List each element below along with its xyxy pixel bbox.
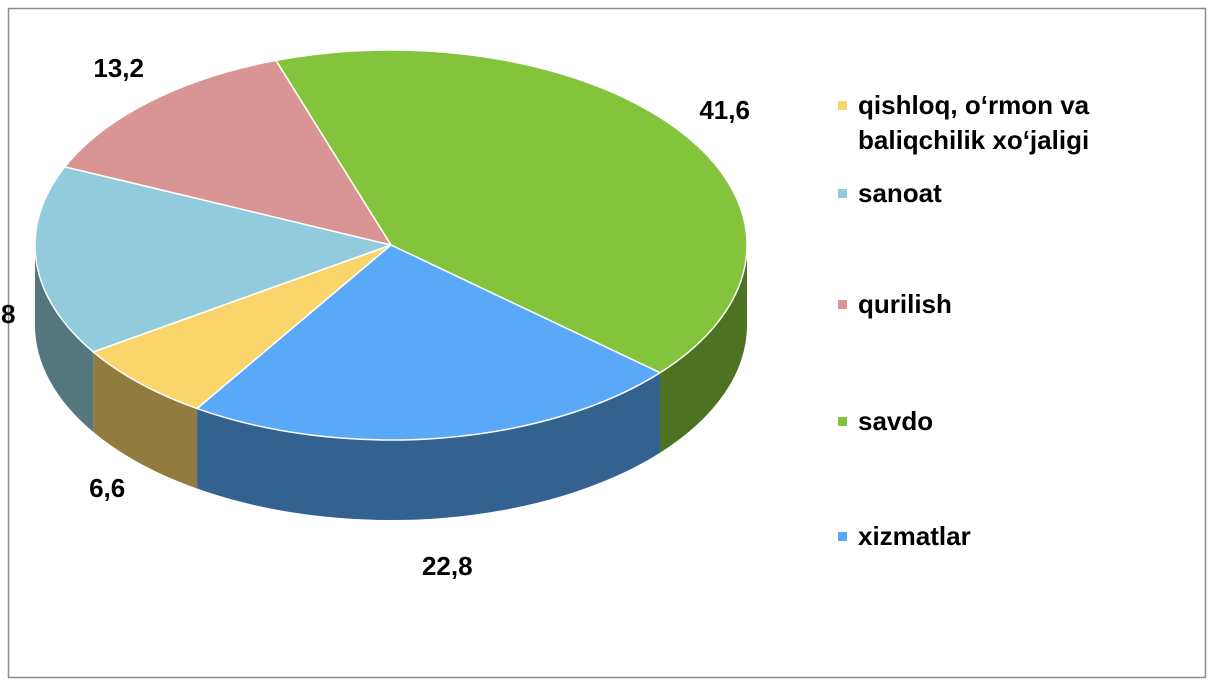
slice: [195, 244, 662, 441]
legend-swatch: [838, 189, 847, 198]
data-label: 41,6: [699, 95, 750, 125]
slice-side: [35, 245, 94, 432]
data-label: 15,8: [0, 299, 15, 329]
legend-item: sanoat: [838, 176, 1188, 211]
legend-label: qishloq, o‘rmon va baliqchilik xo‘jaligi: [858, 90, 1090, 155]
slice: [63, 59, 393, 247]
data-label: 6,6: [89, 473, 125, 503]
legend-item: qishloq, o‘rmon va baliqchilik xo‘jaligi: [838, 88, 1188, 158]
legend-label: savdo: [858, 406, 934, 436]
slice-side-shade: [197, 372, 661, 520]
legend-swatch: [838, 101, 847, 110]
legend-item: qurilish: [838, 287, 1188, 322]
slice-side: [660, 245, 747, 453]
legend-item: xizmatlar: [838, 519, 1188, 554]
legend-swatch: [838, 532, 847, 541]
legend-swatch: [838, 300, 847, 309]
legend-label: sanoat: [858, 178, 942, 208]
slice-side: [93, 351, 198, 489]
legend-swatch: [838, 417, 847, 426]
data-label: 22,8: [422, 551, 473, 581]
slice: [34, 165, 394, 353]
legend-label: qurilish: [858, 289, 952, 319]
slice-side-shade: [660, 245, 747, 453]
legend-label: xizmatlar: [858, 521, 971, 551]
slice-side-shade: [35, 245, 94, 432]
slice: [91, 244, 392, 410]
data-label: 13,2: [93, 53, 144, 83]
slice-side-shade: [93, 351, 198, 489]
slice-side: [197, 372, 661, 520]
slice: [274, 49, 748, 374]
legend-item: savdo: [838, 404, 1188, 439]
